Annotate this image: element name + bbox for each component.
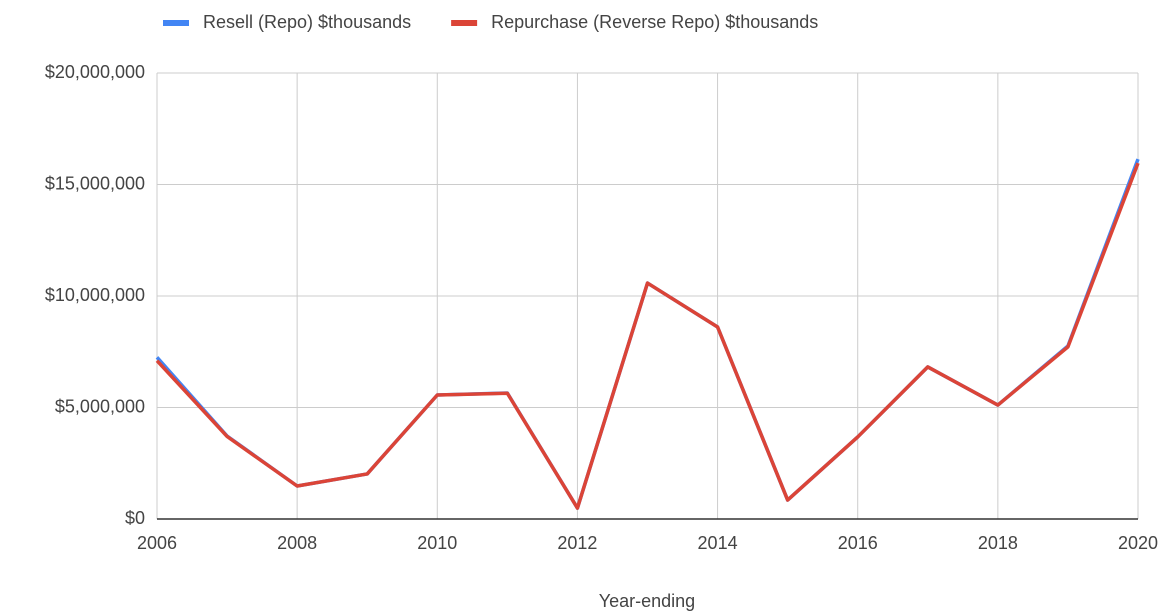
x-tick-label: 2014 (698, 533, 738, 553)
y-tick-label: $10,000,000 (45, 285, 145, 305)
x-tick-label: 2010 (417, 533, 457, 553)
x-tick-label: 2018 (978, 533, 1018, 553)
x-tick-label: 2012 (557, 533, 597, 553)
x-tick-label: 2016 (838, 533, 878, 553)
x-tick-label: 2008 (277, 533, 317, 553)
legend-swatch (163, 20, 189, 26)
legend-swatch (451, 20, 478, 26)
y-tick-label: $20,000,000 (45, 62, 145, 82)
legend-label: Resell (Repo) $thousands (203, 12, 411, 32)
x-tick-label: 2006 (137, 533, 177, 553)
y-tick-label: $15,000,000 (45, 173, 145, 193)
y-tick-label: $0 (125, 508, 145, 528)
series-line (155, 158, 1140, 510)
x-axis-label: Year-ending (599, 591, 695, 611)
series-line (155, 162, 1140, 510)
y-tick-label: $5,000,000 (55, 396, 145, 416)
x-tick-label: 2020 (1118, 533, 1158, 553)
legend-label: Repurchase (Reverse Repo) $thousands (491, 12, 818, 32)
